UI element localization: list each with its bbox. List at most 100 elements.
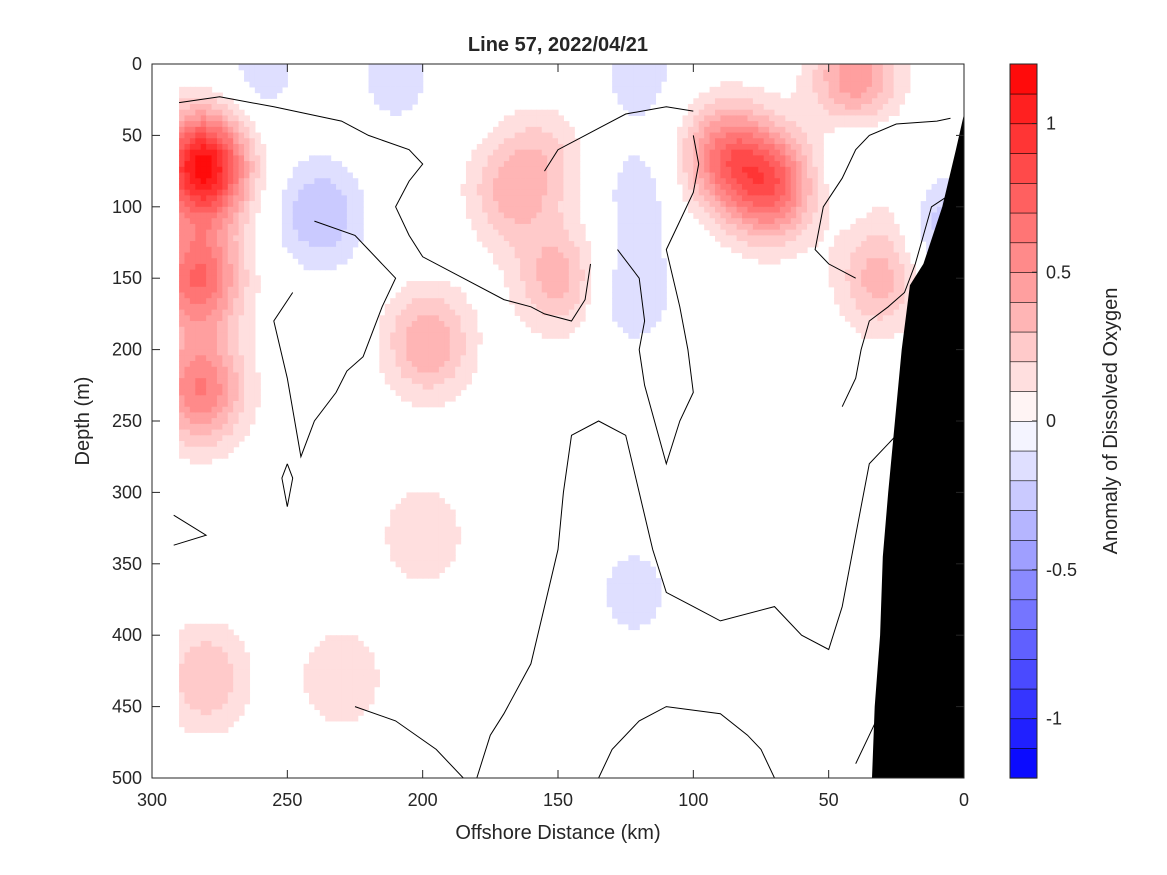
anomaly-cell [909,269,916,276]
anomaly-cell [704,189,711,196]
anomaly-cell [536,201,543,208]
anomaly-cell [877,275,884,282]
anomaly-cell [541,149,548,156]
anomaly-cell [184,623,191,631]
anomaly-cell [866,269,873,276]
anomaly-cell [206,275,213,282]
anomaly-cell [384,366,391,374]
anomaly-cell [736,178,743,185]
anomaly-cell [238,155,245,162]
anomaly-cell [617,189,624,196]
anomaly-cell [206,303,213,311]
anomaly-cell [357,692,364,699]
anomaly-cell [336,692,343,699]
anomaly-cell [763,149,770,156]
anomaly-cell [206,92,213,99]
anomaly-cell [433,401,440,408]
anomaly-cell [341,646,348,653]
anomaly-cell [325,252,332,259]
anomaly-cell [444,389,451,396]
anomaly-cell [558,218,565,225]
anomaly-cell [731,161,738,168]
anomaly-cell [612,566,619,573]
anomaly-cell [195,326,202,334]
anomaly-cell [574,252,581,259]
anomaly-cell [465,183,472,191]
anomaly-cell [238,383,245,391]
anomaly-cell [888,269,895,276]
anomaly-cell [189,183,196,191]
anomaly-cell [628,618,635,625]
anomaly-cell [861,263,868,271]
anomaly-cell [655,75,662,82]
anomaly-cell [189,412,196,419]
anomaly-cell [796,143,803,151]
anomaly-cell [579,258,586,265]
anomaly-cell [216,446,223,454]
anomaly-cell [455,292,462,299]
anomaly-cell [433,572,440,579]
anomaly-cell [568,143,575,151]
anomaly-cell [281,212,288,219]
anomaly-cell [249,178,256,185]
anomaly-cell [227,178,234,185]
anomaly-cell [433,315,440,322]
anomaly-cell [628,606,635,613]
anomaly-cell [244,675,251,682]
anomaly-cell [509,115,516,122]
anomaly-cell [514,161,521,168]
anomaly-cell [206,680,213,688]
anomaly-cell [195,338,202,345]
anomaly-cell [395,515,402,522]
anomaly-cell [758,195,765,202]
anomaly-cell [655,223,662,231]
anomaly-cell [206,252,213,259]
anomaly-cell [216,321,223,328]
anomaly-cell [233,132,240,139]
anomaly-cell [574,258,581,265]
anomaly-cell [639,195,646,202]
anomaly-cell [179,229,186,236]
anomaly-cell [790,183,797,191]
anomaly-cell [709,98,716,105]
anomaly-cell [368,698,375,705]
anomaly-cell [725,195,732,202]
anomaly-cell [714,86,721,94]
anomaly-cell [644,298,651,305]
anomaly-cell [509,161,516,168]
anomaly-cell [866,315,873,322]
anomaly-cell [834,258,841,265]
anomaly-cell [281,195,288,202]
anomaly-cell [211,298,218,305]
anomaly-cell [866,92,873,99]
anomaly-cell [650,606,657,613]
anomaly-cell [189,389,196,396]
anomaly-cell [471,366,478,374]
anomaly-cell [650,578,657,585]
zero-contour-line [598,706,775,778]
anomaly-cell [211,715,218,722]
anomaly-cell [687,149,694,156]
anomaly-cell [552,315,559,322]
anomaly-cell [807,126,814,134]
anomaly-cell [357,658,364,665]
anomaly-cell [390,538,397,545]
anomaly-cell [325,658,332,665]
anomaly-cell [899,303,906,311]
anomaly-cell [227,218,234,225]
anomaly-cell [823,75,830,82]
anomaly-cell [406,349,413,356]
anomaly-cell [249,143,256,151]
anomaly-cell [179,361,186,368]
anomaly-cell [525,229,532,236]
anomaly-cell [807,121,814,128]
anomaly-cell [785,98,792,105]
anomaly-cell [422,303,429,311]
anomaly-cell [650,195,657,202]
anomaly-cell [200,195,207,202]
anomaly-cell [769,109,776,117]
anomaly-cell [314,263,321,271]
anomaly-cell [471,315,478,322]
anomaly-cell [244,686,251,693]
anomaly-cell [801,246,808,254]
